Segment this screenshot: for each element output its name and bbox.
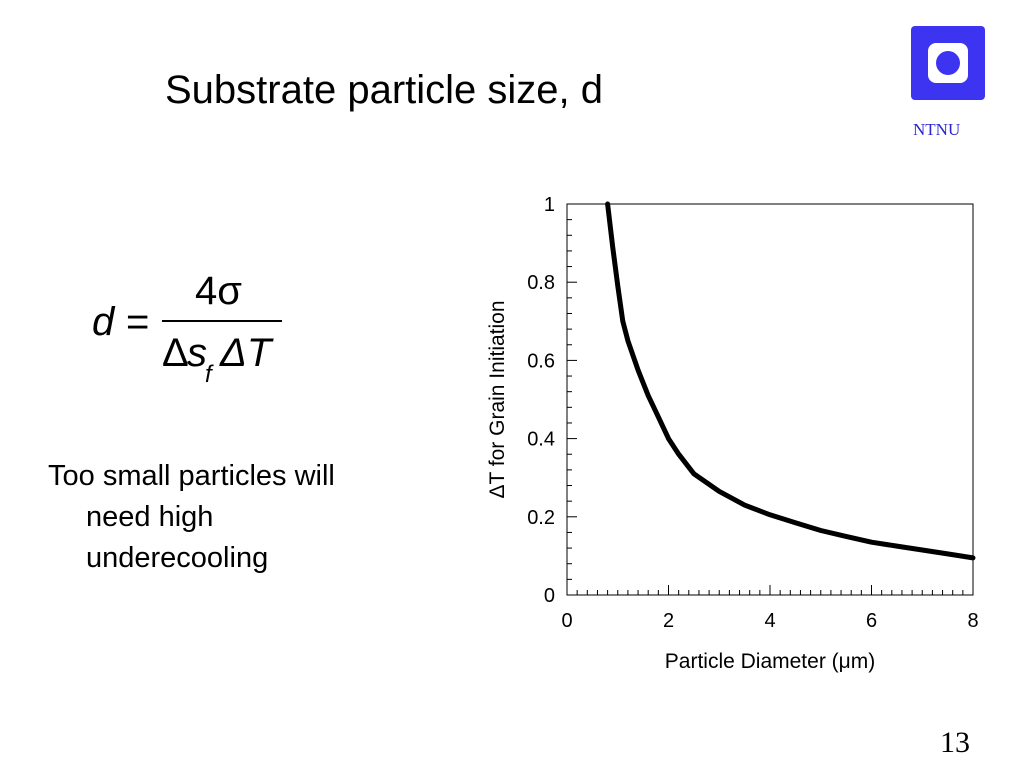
ntnu-logo-icon	[911, 26, 985, 100]
page-number: 13	[940, 726, 970, 759]
y-tick-label: 0.6	[527, 350, 555, 372]
chart: 0 2 4 6 8 0 0.2 0.4 0.6 0.8 1 Particle Diameter (μm…	[486, 194, 979, 673]
bullet-line-2: need high	[86, 501, 214, 533]
formula-delta-1: Δ	[162, 331, 189, 375]
formula-s: s	[187, 331, 207, 375]
y-tick-label: 0	[544, 585, 555, 607]
bullet-line-1: Too small particles will	[48, 460, 335, 492]
formula-delta-T: ΔT	[219, 331, 274, 375]
x-tick-label: 2	[663, 610, 674, 632]
slide-title: Substrate particle size, d	[165, 68, 603, 112]
x-tick-label: 6	[866, 610, 877, 632]
y-tick-label: 1	[544, 194, 555, 216]
y-tick-label: 0.2	[527, 507, 555, 529]
formula-numerator: 4σ	[195, 269, 242, 313]
x-tick-label: 8	[967, 610, 978, 632]
y-axis-label: ΔT for Grain Initiation	[486, 300, 509, 498]
formula-equals: =	[126, 300, 149, 344]
formula-lhs: d	[92, 300, 116, 344]
formula: d = 4σ Δ s f ΔT	[92, 269, 282, 388]
y-tick-label: 0.4	[527, 429, 555, 451]
plot-frame	[566, 203, 974, 596]
x-tick-label: 4	[764, 610, 775, 632]
y-tick-label: 0.8	[527, 272, 555, 294]
data-curve	[605, 201, 976, 561]
logo-dot	[936, 51, 960, 75]
logo-label: NTNU	[913, 120, 961, 139]
x-tick-label: 0	[561, 610, 572, 632]
bullet-text: Too small particles will need high under…	[48, 456, 428, 579]
formula-subscript: f	[205, 361, 214, 388]
x-axis-label: Particle Diameter (μm)	[665, 650, 875, 673]
bullet-line-3: underecooling	[86, 542, 269, 574]
